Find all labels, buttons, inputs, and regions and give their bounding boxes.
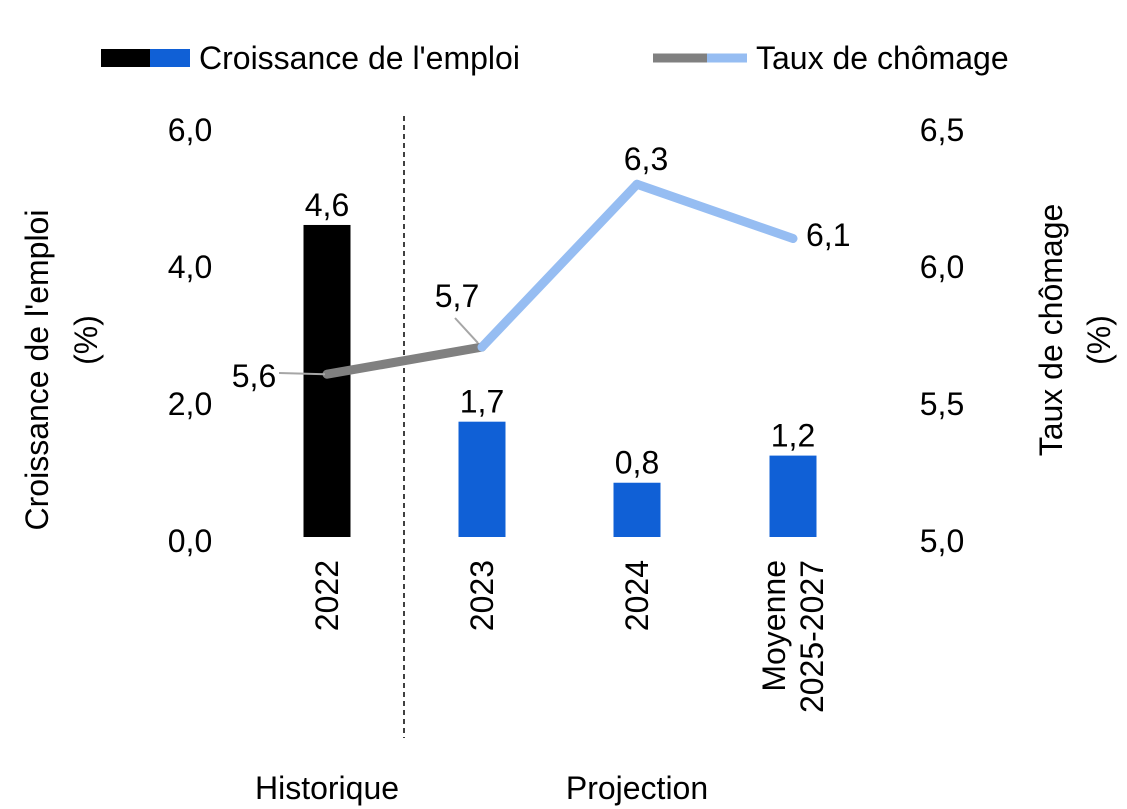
right-axis-ticks: 5,0 5,5 6,0 6,5 [920, 112, 964, 559]
legend-swatch-projection-bar [150, 49, 190, 67]
bar-employment-growth [458, 421, 506, 537]
label-leader-line [278, 372, 326, 376]
category-label: 2022 [309, 560, 345, 631]
right-tick-label: 6,0 [920, 249, 964, 285]
right-axis-title: Taux de chômage [1033, 204, 1069, 457]
legend-item-employment-growth: Croissance de l'emploi [101, 40, 520, 76]
line-segment-unemployment [477, 179, 642, 352]
legend-item-unemployment-rate: Taux de chômage [653, 40, 1009, 76]
left-tick-label: 2,0 [168, 386, 212, 422]
category-label: 2023 [464, 560, 500, 631]
left-tick-label: 0,0 [168, 523, 212, 559]
label-leader-line [454, 317, 479, 344]
legend-label-unemployment-rate: Taux de chômage [756, 40, 1009, 76]
bar-employment-growth [613, 482, 661, 537]
bar-value-label: 4,6 [305, 187, 349, 223]
category-label: 2024 [619, 560, 655, 631]
category-label: Moyenne [756, 560, 792, 692]
right-tick-label: 5,5 [920, 386, 964, 422]
bar-employment-growth [303, 224, 351, 537]
legend: Croissance de l'emploi Taux de chômage [101, 40, 1009, 76]
bar-value-label: 1,7 [460, 384, 504, 420]
category-label: 2025-2027 [794, 560, 830, 713]
category-axis-labels: 2022 2023 2024 Moyenne 2025-2027 [309, 560, 830, 713]
bar-employment-growth [769, 455, 817, 537]
right-axis-unit: (%) [1081, 315, 1117, 365]
left-tick-label: 4,0 [168, 249, 212, 285]
line-value-label: 6,3 [624, 141, 668, 177]
section-label-projection: Projection [566, 770, 708, 806]
left-axis-unit: (%) [68, 315, 104, 365]
employment-bars [303, 224, 817, 537]
data-labels: 4,6 1,7 0,8 1,2 5,6 5,7 6,3 6,1 [232, 141, 851, 481]
right-tick-label: 6,5 [920, 112, 964, 148]
line-segment-unemployment [322, 342, 487, 379]
section-label-historical: Historique [255, 770, 399, 806]
left-tick-label: 6,0 [168, 112, 212, 148]
line-value-label: 6,1 [806, 217, 850, 253]
right-tick-label: 5,0 [920, 523, 964, 559]
left-axis-title: Croissance de l'emploi [19, 210, 55, 531]
unemployment-line [322, 179, 798, 379]
bar-value-label: 0,8 [615, 445, 659, 481]
line-value-label: 5,7 [435, 278, 479, 314]
left-axis-ticks: 0,0 2,0 4,0 6,0 [168, 112, 212, 559]
legend-swatch-historical-bar [101, 49, 150, 67]
bar-value-label: 1,2 [771, 418, 815, 454]
legend-label-employment-growth: Croissance de l'emploi [199, 40, 520, 76]
line-value-label: 5,6 [232, 358, 276, 394]
line-segment-unemployment [632, 179, 798, 244]
